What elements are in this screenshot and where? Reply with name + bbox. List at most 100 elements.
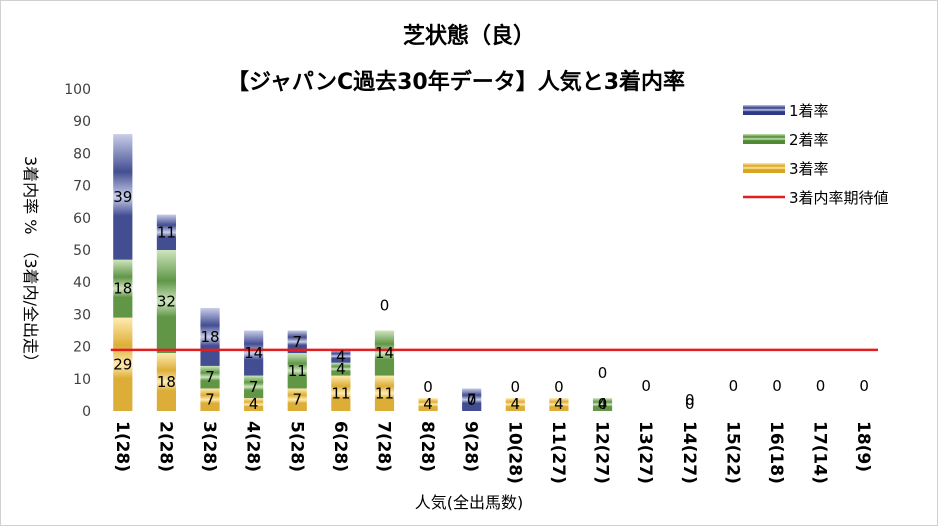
- bar-segment: [287, 388, 307, 411]
- data-label: 18: [157, 373, 176, 391]
- data-label: 0: [554, 378, 564, 396]
- bar-segment: [374, 375, 395, 411]
- x-tick-label: 11(27): [548, 421, 568, 484]
- data-label: 0: [816, 377, 826, 395]
- data-label: 4: [423, 395, 433, 413]
- data-label: 0: [772, 377, 782, 395]
- bar-segment: [244, 330, 264, 376]
- legend-label: 1着率: [789, 102, 829, 120]
- y-tick-label: 70: [73, 179, 91, 195]
- chart-title: 芝状態（良）: [403, 23, 535, 49]
- bar-segment: [549, 398, 569, 411]
- bar-segment: [200, 388, 220, 411]
- legend-swatch: [743, 105, 785, 115]
- y-tick-label: 60: [73, 211, 91, 227]
- x-tick-label: 13(27): [635, 421, 655, 484]
- data-label: 32: [157, 293, 176, 311]
- x-tick-label: 5(28): [286, 421, 306, 472]
- y-tick-label: 30: [73, 307, 91, 323]
- data-label: 0: [380, 297, 390, 315]
- data-label: 39: [113, 188, 132, 206]
- y-tick-label: 40: [73, 275, 91, 291]
- data-label: 7: [205, 391, 215, 409]
- y-axis: 0 10 20 30 40 50 60 70 80 90 100: [64, 82, 91, 420]
- data-label: 7: [467, 391, 477, 409]
- x-tick-label: 7(28): [373, 421, 393, 472]
- data-label: 14: [375, 344, 394, 362]
- legend-swatch: [743, 134, 785, 144]
- y-tick-label: 100: [64, 82, 91, 98]
- legend-swatch: [743, 163, 785, 173]
- data-label: 29: [113, 355, 132, 373]
- bar-segment: [156, 353, 177, 411]
- x-tick-label: 6(28): [330, 421, 350, 472]
- bar-segment: [287, 353, 307, 389]
- data-label: 7: [249, 378, 259, 396]
- bar-segment: [462, 388, 482, 411]
- x-tick-label: 12(27): [592, 421, 612, 484]
- data-label: 4: [598, 395, 608, 413]
- data-label: 0: [729, 377, 739, 395]
- bar-segment: [374, 330, 395, 376]
- data-label: 7: [292, 333, 302, 351]
- data-label: 4: [336, 347, 346, 365]
- bar-segment: [156, 250, 177, 354]
- x-tick-label: 16(18): [766, 421, 786, 484]
- legend-label: 3着率: [789, 160, 829, 178]
- data-label: 11: [157, 223, 176, 241]
- bars-layer: [113, 134, 613, 411]
- bar-segment: [287, 330, 307, 354]
- data-label: 11: [331, 384, 350, 402]
- data-label: 14: [244, 344, 263, 362]
- data-label: 4: [336, 360, 346, 378]
- data-label: 4: [249, 395, 259, 413]
- x-tick-label: 2(28): [155, 421, 175, 472]
- bar-segment: [418, 398, 438, 411]
- bar-segment: [331, 375, 351, 411]
- x-tick-label: 8(28): [417, 421, 437, 472]
- data-label: 0: [641, 377, 651, 395]
- y-tick-label: 20: [73, 340, 91, 356]
- bar-segment: [156, 214, 177, 250]
- data-label: 0: [598, 364, 608, 382]
- x-tick-label: 17(14): [810, 421, 830, 484]
- data-label: 0: [598, 395, 608, 413]
- data-label: 0: [859, 377, 869, 395]
- data-label: 0: [685, 395, 695, 413]
- bar-segment: [331, 362, 351, 376]
- x-tick-label: 4(28): [243, 421, 263, 472]
- x-tick-label: 18(9): [853, 421, 873, 472]
- bar-segment: [113, 259, 133, 318]
- data-label: 18: [200, 328, 219, 346]
- data-label: 0: [467, 391, 477, 409]
- bar-segment: [200, 365, 220, 389]
- data-label: 4: [554, 395, 564, 413]
- data-label: 7: [205, 368, 215, 386]
- data-label: 0: [423, 378, 433, 396]
- data-label: 7: [292, 391, 302, 409]
- y-axis-label: 3着内率 % （3着内/全出走）: [21, 156, 40, 370]
- data-label: 0: [511, 378, 521, 396]
- y-tick-label: 50: [73, 243, 91, 259]
- bar-segment: [113, 317, 133, 411]
- bar-segment: [244, 398, 264, 411]
- x-tick-label: 9(28): [461, 421, 481, 472]
- x-tick-label: 1(28): [112, 421, 132, 472]
- legend-label: 3着内率期待値: [789, 189, 889, 207]
- data-label: 11: [288, 362, 307, 380]
- x-tick-label: 14(27): [679, 421, 699, 484]
- x-axis-label: 人気(全出馬数): [415, 493, 524, 512]
- data-label: 18: [113, 280, 132, 298]
- x-tick-label: 3(28): [199, 421, 219, 472]
- bar-segment: [113, 134, 133, 260]
- y-tick-label: 10: [73, 372, 91, 388]
- bar-segment: [244, 375, 264, 399]
- x-axis: 1(28) 2(28) 3(28) 4(28) 5(28) 6(28) 7(28) 8(28)…: [112, 421, 873, 484]
- legend: 1着率 2着率 3着率 3着内率期待値: [743, 102, 889, 207]
- bar-segment: [592, 398, 613, 411]
- bar-segment: [200, 307, 220, 366]
- chart-subtitle: 【ジャパンC過去30年データ】人気と3着内率: [227, 69, 685, 95]
